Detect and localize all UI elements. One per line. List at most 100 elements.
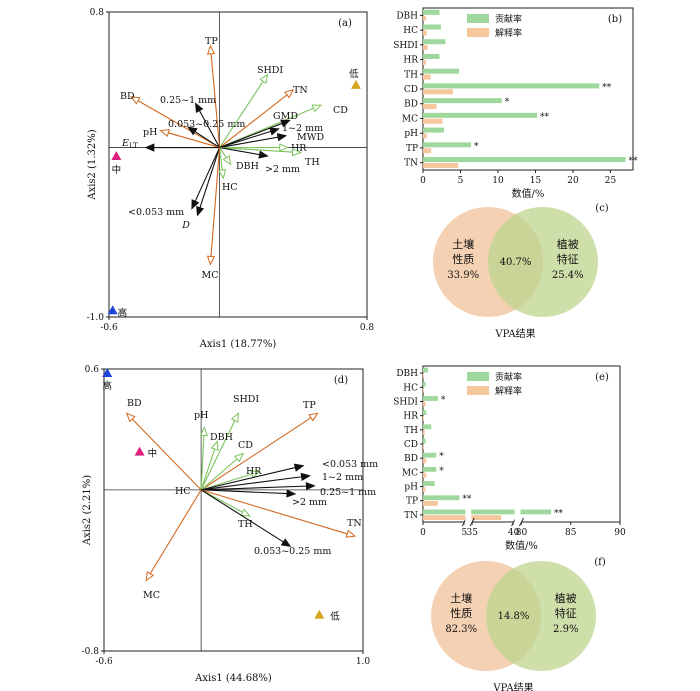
vector-label-2-mm: >2 mm: [292, 497, 327, 508]
x-axis-title: 数值/%: [512, 187, 545, 200]
vector-tp: [210, 50, 221, 148]
bar-explanation-mc: [423, 118, 443, 124]
bar-contribution-tn: [423, 509, 552, 515]
arrowhead-gmd: [280, 119, 291, 128]
category-label-mc: MC: [402, 468, 418, 478]
bar-explanation-hc: [423, 30, 427, 36]
venn-set-name-soil: 性质: [450, 606, 472, 620]
category-label-bd: BD: [404, 454, 418, 464]
bar-contribution-shdi: [423, 396, 438, 401]
vector-label-0-053-mm: <0.053 mm: [322, 459, 378, 470]
vector-label-2-mm: >2 mm: [265, 164, 300, 175]
site-label-low: 低: [330, 611, 340, 623]
vector-label-shdi: SHDI: [257, 65, 283, 76]
arrowhead-2-mm: [286, 489, 297, 498]
site-marker-mid: [111, 151, 122, 161]
category-label-hc: HC: [403, 26, 418, 36]
vector-0-053-mm: [200, 466, 299, 491]
venn-set-value-soil: 82.3%: [445, 624, 477, 635]
bar-explanation-tp: [423, 148, 432, 154]
venn-set-value-soil: 33.9%: [447, 270, 479, 281]
site-marker-mid: [134, 446, 145, 456]
arrowhead-e-lt: [144, 143, 155, 152]
legend-swatch-contribution: [467, 14, 489, 23]
category-label-th: TH: [404, 426, 418, 436]
significance-mark-tn: **: [554, 509, 564, 519]
bar-explanation-ph: [423, 133, 427, 139]
x-tick-label: -0.6: [100, 323, 118, 333]
vector-1-2-mm: [201, 475, 305, 491]
bar-explanation-hr: [423, 415, 424, 421]
vector-label-hc: HC: [222, 182, 238, 193]
arrowhead-mc: [206, 255, 216, 266]
bar-contribution-bd: [423, 98, 502, 104]
y-tick-label: 0.6: [85, 365, 100, 375]
site-label-mid: 中: [112, 164, 122, 176]
significance-mark-mc: *: [439, 466, 444, 476]
vector-label-ph: pH: [143, 127, 157, 138]
arrowhead-hr: [279, 143, 290, 152]
vector-label-0-25-1-mm: 0.25~1 mm: [160, 95, 216, 106]
vector-2-mm: [201, 489, 291, 495]
category-label-tn: TN: [404, 511, 418, 521]
bar-explanation-dbh: [423, 15, 426, 21]
vector-label-mc: MC: [143, 590, 160, 601]
bar-chart-e: DBH HC SHDI * HR TH CD BD * MC * pH TP ** TN ** 0 5 35 4080…: [393, 365, 626, 552]
vector-label-mwd: MWD: [297, 132, 324, 143]
arrowhead-shdi: [259, 73, 269, 85]
panel-label: (f): [594, 557, 606, 568]
significance-mark-tn: **: [629, 157, 639, 167]
significance-mark-tp: *: [474, 142, 479, 152]
arrowhead-hr: [250, 470, 261, 479]
category-label-mc: MC: [402, 114, 418, 124]
vector-th: [200, 489, 246, 515]
vector-2-mm: [219, 147, 263, 156]
arrowhead-tp: [206, 44, 216, 55]
bar-contribution-hc: [423, 24, 441, 30]
vector-label-shdi: SHDI: [233, 394, 259, 405]
bar-break-gap: [514, 507, 521, 522]
legend-swatch-explanation: [467, 386, 489, 395]
arrowhead-tn: [345, 529, 357, 538]
category-label-hr: HR: [403, 56, 418, 66]
category-label-cd: CD: [404, 85, 418, 95]
site-marker-low: [314, 609, 325, 619]
vector-ph: [200, 432, 205, 490]
bar-contribution-dbh: [423, 367, 428, 373]
panel-label: (d): [334, 375, 348, 386]
venn-set-value-vegetation: 2.9%: [553, 624, 578, 635]
arrowhead-mwd: [276, 133, 288, 142]
legend-label-explanation: 解释率: [495, 27, 522, 39]
vector-mc: [148, 489, 202, 577]
bar-explanation-cd: [423, 89, 453, 95]
vector-d: [198, 147, 221, 211]
biplot-a: -0.6 0.8 0.8 -1.0 Axis1 (18.77%) Axis2 (1.32%…: [87, 8, 375, 350]
category-label-bd: BD: [404, 100, 418, 110]
category-label-hc: HC: [403, 383, 418, 393]
panel-label: (e): [595, 372, 609, 383]
bar-contribution-dbh: [423, 9, 440, 15]
significance-mark-bd: *: [505, 98, 510, 108]
panel-label: (c): [595, 203, 609, 214]
arrowhead-d: [196, 205, 205, 217]
y-tick-label: 0.8: [90, 8, 105, 18]
site-label-low: 低: [349, 68, 359, 80]
arrowhead-cd: [311, 104, 323, 113]
vector-0-053-0-25-mm: [191, 129, 220, 149]
category-label-dbh: DBH: [396, 11, 418, 21]
arrowhead-0-053-mm: [191, 199, 200, 210]
arrowhead-shdi: [230, 412, 239, 423]
y-tick-label: -1.0: [87, 313, 105, 323]
vector-0-25-1-mm: [197, 107, 221, 148]
venn-set-name-vegetation: 特征: [557, 252, 579, 266]
vector-gmd: [219, 121, 286, 149]
category-label-tp: TP: [406, 497, 418, 507]
legend-label-contribution: 贡献率: [495, 371, 522, 383]
x-tick-label: 90: [614, 528, 626, 538]
significance-mark-bd: *: [439, 452, 444, 462]
x-tick-label: 5: [462, 528, 468, 538]
x-tick-label: 1.0: [356, 657, 371, 667]
arrowhead-0-053-0-25-mm: [280, 538, 292, 547]
x-tick-label: 0: [420, 528, 426, 538]
